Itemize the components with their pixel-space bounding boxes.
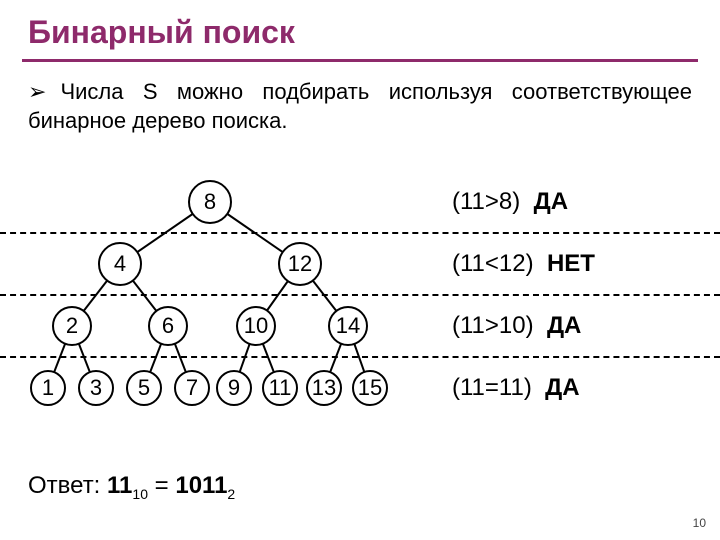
tree-node: 3 [78, 370, 114, 406]
tree-node: 11 [262, 370, 298, 406]
tree-diagram: 841226101413579111315(11>8) ДА(11<12) НЕ… [0, 178, 720, 438]
step-result: ДА [547, 312, 581, 339]
tree-node: 4 [98, 242, 142, 286]
tree-node: 6 [148, 306, 188, 346]
answer-label: Ответ: [28, 472, 100, 499]
tree-node: 9 [216, 370, 252, 406]
body-content: Числа S можно подбирать используя соотве… [28, 79, 692, 133]
tree-node: 15 [352, 370, 388, 406]
tree-node: 12 [278, 242, 322, 286]
step-expr: (11<12) [452, 250, 547, 277]
answer-line: Ответ: 1110 = 10112 [28, 472, 235, 502]
step-expr: (11=11) [452, 374, 545, 401]
step-label: (11=11) ДА [452, 374, 580, 402]
tree-node: 8 [188, 180, 232, 224]
page-title: Бинарный поиск [0, 0, 720, 59]
step-result: ДА [534, 188, 568, 215]
answer-lhs: 11 [107, 472, 132, 499]
level-divider [0, 294, 720, 296]
tree-node: 13 [306, 370, 342, 406]
tree-node: 14 [328, 306, 368, 346]
answer-rhs-base: 2 [227, 486, 235, 502]
step-expr: (11>8) [452, 188, 534, 215]
step-expr: (11>10) [452, 312, 547, 339]
step-label: (11>8) ДА [452, 188, 568, 216]
bullet-icon: ➢ [28, 79, 46, 104]
step-label: (11>10) ДА [452, 312, 581, 340]
level-divider [0, 356, 720, 358]
step-result: ДА [545, 374, 579, 401]
step-label: (11<12) НЕТ [452, 250, 595, 278]
body-text: ➢Числа S можно подбирать используя соотв… [0, 62, 720, 139]
page-number: 10 [693, 516, 706, 530]
answer-rhs: 1011 [175, 472, 227, 499]
level-divider [0, 232, 720, 234]
tree-node: 5 [126, 370, 162, 406]
answer-lhs-base: 10 [132, 486, 148, 502]
tree-node: 2 [52, 306, 92, 346]
step-result: НЕТ [547, 250, 595, 277]
tree-node: 7 [174, 370, 210, 406]
tree-node: 10 [236, 306, 276, 346]
tree-node: 1 [30, 370, 66, 406]
